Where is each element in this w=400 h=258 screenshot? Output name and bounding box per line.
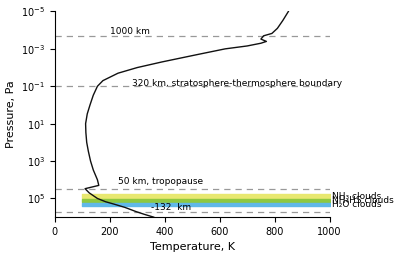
Text: 320 km, stratosphere-thermosphere boundary: 320 km, stratosphere-thermosphere bounda… (132, 79, 342, 88)
Text: 50 km, tropopause: 50 km, tropopause (118, 177, 203, 186)
Text: NH₄HS clouds: NH₄HS clouds (332, 196, 394, 205)
Text: H₂O clouds: H₂O clouds (332, 200, 382, 209)
Text: 1000 km: 1000 km (110, 27, 150, 36)
Y-axis label: Pressure, Pa: Pressure, Pa (6, 80, 16, 148)
X-axis label: Temperature, K: Temperature, K (150, 243, 235, 252)
Text: NH₃ clouds: NH₃ clouds (332, 192, 382, 201)
Text: -132  km: -132 km (151, 203, 191, 212)
